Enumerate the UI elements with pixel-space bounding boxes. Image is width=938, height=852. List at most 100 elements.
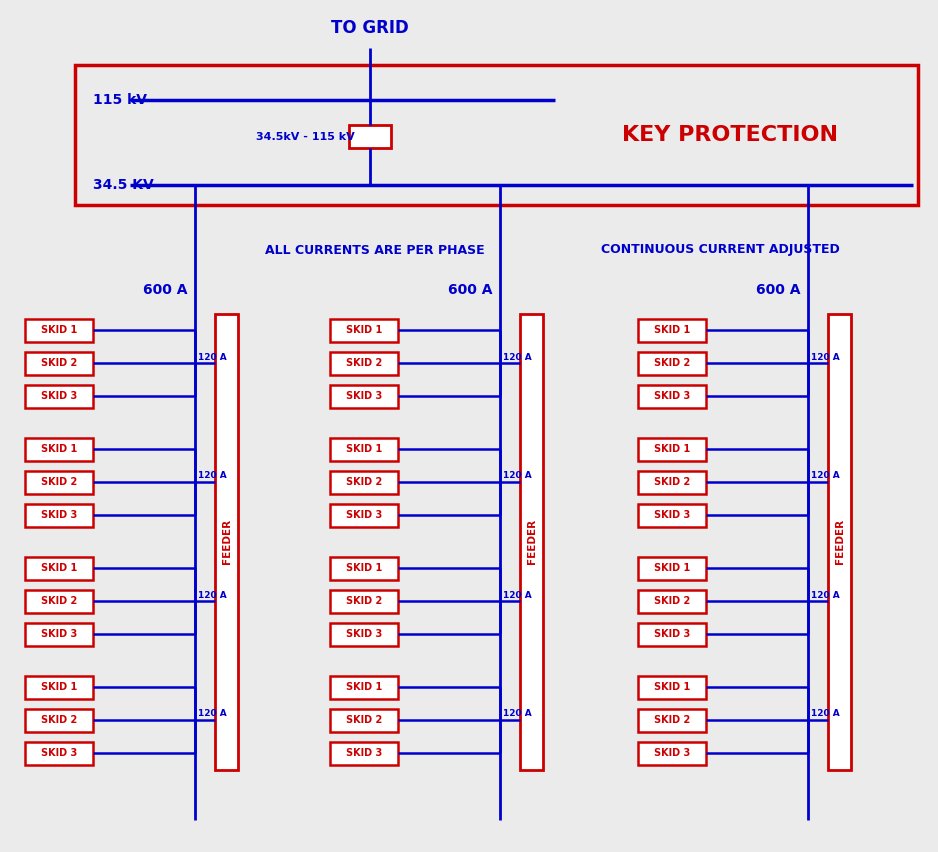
Text: SKID 2: SKID 2 xyxy=(654,596,690,606)
Text: FEEDER: FEEDER xyxy=(526,519,537,564)
Bar xyxy=(638,437,706,460)
Bar xyxy=(25,556,93,579)
Bar xyxy=(330,590,398,613)
Text: SKID 2: SKID 2 xyxy=(346,596,382,606)
Text: 120 A: 120 A xyxy=(503,353,532,361)
Bar xyxy=(638,676,706,699)
Bar xyxy=(638,556,706,579)
Text: SKID 1: SKID 1 xyxy=(346,444,382,454)
Bar xyxy=(330,319,398,342)
Text: SKID 3: SKID 3 xyxy=(346,629,382,639)
Bar xyxy=(330,384,398,407)
Text: SKID 2: SKID 2 xyxy=(654,715,690,725)
Bar xyxy=(25,437,93,460)
Text: SKID 1: SKID 1 xyxy=(654,563,690,573)
Bar xyxy=(330,352,398,375)
Text: 120 A: 120 A xyxy=(811,471,840,481)
Bar xyxy=(638,384,706,407)
Bar xyxy=(330,437,398,460)
Bar xyxy=(25,319,93,342)
Text: SKID 2: SKID 2 xyxy=(346,358,382,368)
Text: 34.5kV - 115 kV: 34.5kV - 115 kV xyxy=(256,131,355,141)
Bar xyxy=(349,125,391,148)
Bar xyxy=(638,319,706,342)
Text: 120 A: 120 A xyxy=(811,353,840,361)
Bar xyxy=(25,352,93,375)
Text: 120 A: 120 A xyxy=(503,471,532,481)
Bar xyxy=(638,504,706,527)
Bar xyxy=(215,314,238,769)
Bar xyxy=(638,470,706,493)
Text: SKID 3: SKID 3 xyxy=(41,748,77,758)
Text: SKID 3: SKID 3 xyxy=(41,510,77,520)
Bar xyxy=(25,741,93,764)
Text: SKID 2: SKID 2 xyxy=(41,596,77,606)
Bar xyxy=(638,352,706,375)
Text: SKID 3: SKID 3 xyxy=(654,629,690,639)
Text: 600 A: 600 A xyxy=(447,283,492,297)
Bar xyxy=(520,314,543,769)
Text: SKID 1: SKID 1 xyxy=(41,563,77,573)
Text: 34.5 KV: 34.5 KV xyxy=(93,178,154,192)
Bar xyxy=(25,623,93,646)
Bar xyxy=(330,741,398,764)
Text: SKID 2: SKID 2 xyxy=(41,358,77,368)
Text: SKID 1: SKID 1 xyxy=(41,325,77,335)
Text: FEEDER: FEEDER xyxy=(221,519,232,564)
Bar xyxy=(330,709,398,732)
Bar xyxy=(330,623,398,646)
Text: SKID 3: SKID 3 xyxy=(41,391,77,401)
Text: SKID 2: SKID 2 xyxy=(41,715,77,725)
Text: SKID 3: SKID 3 xyxy=(346,510,382,520)
Text: SKID 3: SKID 3 xyxy=(41,629,77,639)
Text: SKID 1: SKID 1 xyxy=(346,563,382,573)
Text: SKID 1: SKID 1 xyxy=(41,444,77,454)
Bar xyxy=(638,741,706,764)
Text: TO GRID: TO GRID xyxy=(331,19,409,37)
Text: 120 A: 120 A xyxy=(811,710,840,718)
Text: SKID 1: SKID 1 xyxy=(654,682,690,692)
Bar xyxy=(25,470,93,493)
Text: SKID 1: SKID 1 xyxy=(654,325,690,335)
Text: SKID 2: SKID 2 xyxy=(41,477,77,487)
Text: SKID 3: SKID 3 xyxy=(346,391,382,401)
Bar xyxy=(330,556,398,579)
Text: SKID 2: SKID 2 xyxy=(654,358,690,368)
Bar xyxy=(25,384,93,407)
Bar xyxy=(638,590,706,613)
Bar xyxy=(25,676,93,699)
Text: 120 A: 120 A xyxy=(198,710,227,718)
Text: SKID 2: SKID 2 xyxy=(346,715,382,725)
Bar xyxy=(25,590,93,613)
Text: SKID 3: SKID 3 xyxy=(654,510,690,520)
Text: KEY PROTECTION: KEY PROTECTION xyxy=(622,125,838,145)
Bar xyxy=(330,470,398,493)
Text: SKID 2: SKID 2 xyxy=(654,477,690,487)
Text: SKID 1: SKID 1 xyxy=(346,325,382,335)
Text: ALL CURRENTS ARE PER PHASE: ALL CURRENTS ARE PER PHASE xyxy=(265,244,485,256)
Text: 600 A: 600 A xyxy=(755,283,800,297)
Bar xyxy=(330,504,398,527)
Bar xyxy=(828,314,851,769)
Bar xyxy=(638,709,706,732)
Text: 115 kV: 115 kV xyxy=(93,93,147,107)
Text: SKID 2: SKID 2 xyxy=(346,477,382,487)
Text: SKID 1: SKID 1 xyxy=(346,682,382,692)
Text: 120 A: 120 A xyxy=(811,590,840,600)
Text: SKID 3: SKID 3 xyxy=(346,748,382,758)
Text: 600 A: 600 A xyxy=(143,283,187,297)
Text: 120 A: 120 A xyxy=(198,471,227,481)
Text: SKID 3: SKID 3 xyxy=(654,748,690,758)
Text: SKID 1: SKID 1 xyxy=(654,444,690,454)
Bar xyxy=(25,709,93,732)
Bar xyxy=(330,676,398,699)
Text: 120 A: 120 A xyxy=(503,590,532,600)
Text: 120 A: 120 A xyxy=(198,590,227,600)
Bar xyxy=(25,504,93,527)
Text: FEEDER: FEEDER xyxy=(835,519,844,564)
Bar xyxy=(75,65,918,205)
Text: 120 A: 120 A xyxy=(198,353,227,361)
Text: SKID 1: SKID 1 xyxy=(41,682,77,692)
Text: CONTINUOUS CURRENT ADJUSTED: CONTINUOUS CURRENT ADJUSTED xyxy=(600,244,840,256)
Text: 120 A: 120 A xyxy=(503,710,532,718)
